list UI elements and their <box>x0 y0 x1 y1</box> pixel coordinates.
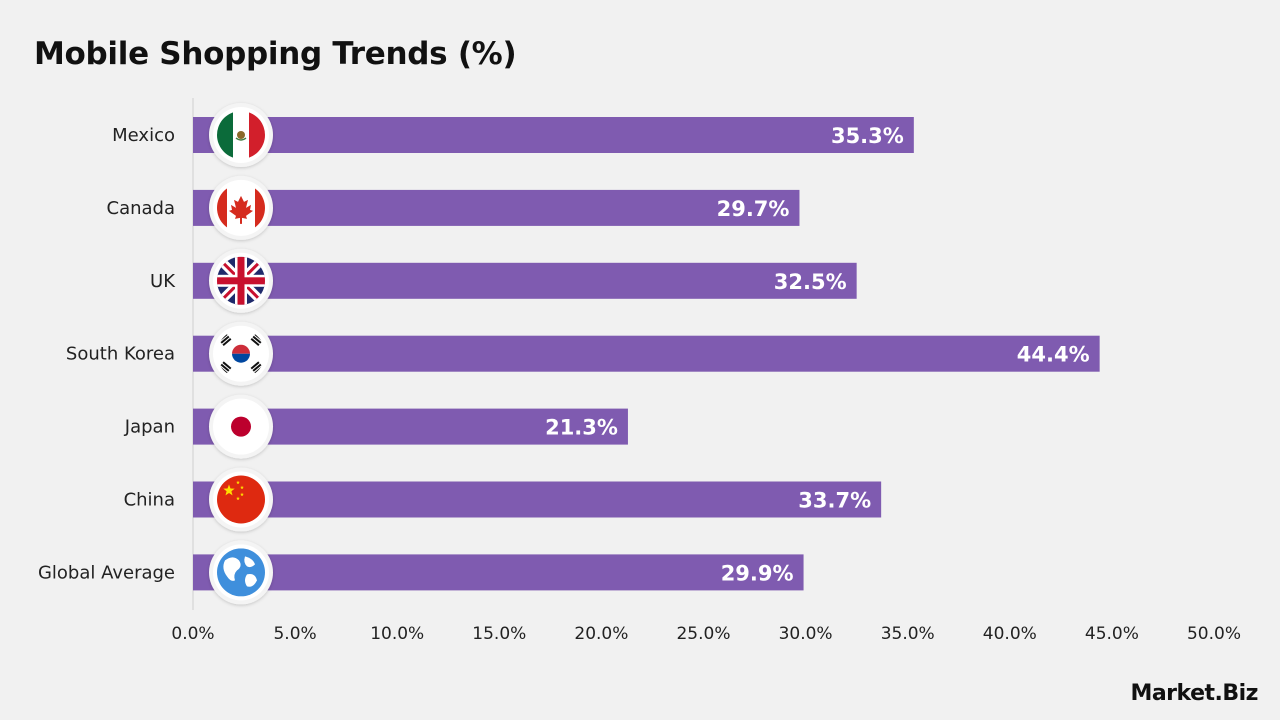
category-label: Global Average <box>38 562 175 583</box>
china-flag-icon <box>209 467 273 532</box>
x-tick-label: 35.0% <box>881 624 935 644</box>
bar-value-label: 33.7% <box>798 489 871 513</box>
bar-value-label: 32.5% <box>774 270 847 294</box>
south-korea-flag-icon <box>209 321 273 386</box>
x-tick-label: 15.0% <box>472 624 526 644</box>
x-tick-label: 45.0% <box>1085 624 1139 644</box>
chart-title: Mobile Shopping Trends (%) <box>34 36 517 72</box>
mexico-flag-icon <box>209 103 273 167</box>
category-label: Mexico <box>112 125 175 146</box>
x-tick-label: 5.0% <box>273 624 316 644</box>
x-tick-label: 25.0% <box>676 624 730 644</box>
canada-flag-icon <box>209 175 273 240</box>
globe-icon <box>209 540 273 605</box>
bar <box>193 117 914 153</box>
bar-value-label: 44.4% <box>1017 343 1090 367</box>
bar <box>193 554 804 591</box>
bar <box>193 335 1100 372</box>
x-tick-label: 50.0% <box>1187 624 1241 644</box>
bar <box>193 189 800 226</box>
uk-flag-icon <box>209 248 273 313</box>
bar-value-label: 21.3% <box>545 416 618 440</box>
x-tick-label: 20.0% <box>574 624 628 644</box>
x-tick-label: 40.0% <box>983 624 1037 644</box>
bar <box>193 262 857 299</box>
bar-value-label: 29.7% <box>717 197 790 221</box>
category-label: Japan <box>124 417 175 438</box>
category-label: UK <box>150 271 176 292</box>
category-label: China <box>124 490 175 511</box>
brand-logo: Market.Biz <box>1130 681 1258 706</box>
x-tick-label: 10.0% <box>370 624 424 644</box>
bar-value-label: 29.9% <box>721 561 794 585</box>
brand-name-right: .Biz <box>1214 681 1259 706</box>
brand-name-left: Market <box>1130 681 1215 706</box>
japan-flag-icon <box>209 394 273 459</box>
x-tick-label: 0.0% <box>171 624 214 644</box>
x-tick-label: 30.0% <box>779 624 833 644</box>
bar-value-label: 35.3% <box>831 124 904 148</box>
bar <box>193 481 882 518</box>
category-label: Canada <box>107 198 176 219</box>
category-label: South Korea <box>66 344 175 365</box>
